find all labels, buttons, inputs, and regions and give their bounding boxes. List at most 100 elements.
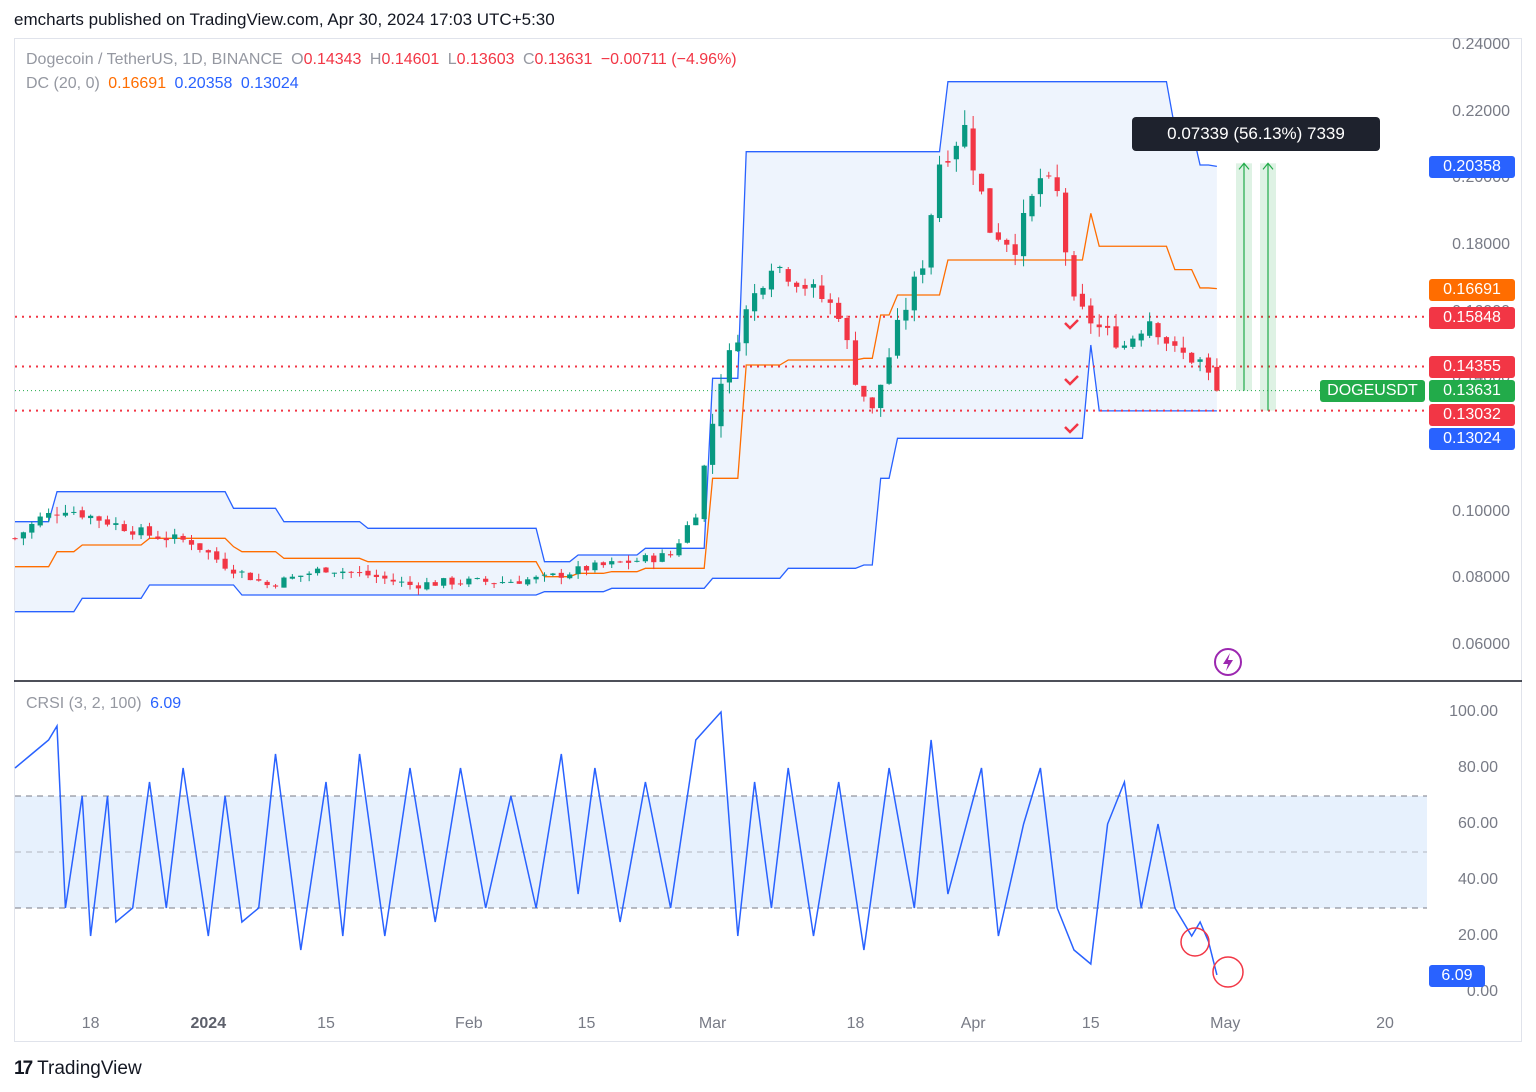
candle-body-101 [861, 385, 867, 397]
donchian-upper-line [15, 81, 1217, 563]
candle-body-103 [878, 384, 884, 409]
candle-body-0 [12, 538, 18, 540]
candle-body-34 [298, 575, 304, 577]
candle-body-25 [222, 558, 228, 569]
candle-body-73 [625, 560, 632, 563]
time-tick: Mar [698, 1015, 727, 1032]
candle-body-133 [1130, 338, 1136, 347]
candle-body-4 [46, 513, 52, 518]
candle-body-50 [432, 582, 438, 586]
candle-body-41 [356, 572, 363, 574]
candle-body-43 [373, 574, 380, 578]
candle-body-135 [1147, 321, 1153, 336]
candle-body-52 [449, 577, 455, 585]
candle-body-93 [794, 282, 800, 287]
candle-body-89 [760, 287, 766, 295]
candle-body-64 [550, 573, 556, 575]
candle-body-139 [1180, 347, 1186, 353]
candle-body-42 [365, 570, 371, 576]
crsi-label[interactable]: CRSI (3, 2, 100) [26, 695, 142, 712]
crsi-tick: 40.00 [1457, 871, 1498, 888]
candle-body-39 [340, 571, 346, 574]
projection-arrowhead-1 [1262, 162, 1274, 170]
tradingview-logo[interactable]: 17 TradingView [14, 1058, 142, 1080]
time-tick: 15 [317, 1015, 335, 1032]
time-tick: May [1210, 1015, 1241, 1032]
candle-body-121 [1029, 195, 1035, 217]
candle-body-58 [499, 582, 506, 584]
candle-body-82 [701, 465, 707, 520]
candle-body-9 [88, 515, 94, 519]
candle-body-143 [1214, 366, 1220, 391]
candle-body-137 [1163, 337, 1170, 344]
candle-body-126 [1071, 255, 1077, 297]
candle-body-125 [1062, 192, 1069, 253]
lower-band-tag: 0.13024 [1429, 428, 1515, 450]
candle-body-90 [768, 270, 775, 290]
donchian-basis-line [15, 213, 1217, 578]
candle-body-92 [785, 269, 791, 282]
symbol-name[interactable]: Dogecoin / TetherUS, 1D, BINANCE [26, 51, 283, 68]
basis-tag: 0.16691 [1429, 279, 1515, 301]
candle-body-46 [399, 581, 405, 583]
candle-body-120 [1020, 212, 1027, 257]
candle-body-20 [180, 535, 186, 540]
candle-body-108 [920, 268, 926, 275]
candle-body-37 [323, 567, 329, 573]
candle-body-45 [390, 579, 396, 582]
candle-body-51 [441, 578, 447, 586]
candle-body-95 [810, 284, 817, 288]
candle-body-80 [684, 525, 690, 543]
crsi-highlight-circle-2 [1212, 956, 1244, 988]
candle-body-78 [667, 554, 674, 556]
candle-body-66 [567, 574, 573, 579]
candle-body-61 [525, 579, 531, 585]
crsi-tick: 60.00 [1457, 815, 1498, 832]
level-mid-tag: 0.14355 [1429, 356, 1515, 378]
candle-body-16 [146, 526, 153, 536]
candle-body-26 [230, 569, 237, 574]
candle-body-124 [1054, 177, 1060, 192]
candle-body-114 [970, 128, 976, 171]
low-value: 0.13603 [456, 51, 515, 68]
candle-body-102 [869, 397, 875, 409]
candle-body-134 [1138, 333, 1144, 341]
candle-body-107 [911, 276, 917, 311]
candle-body-77 [659, 553, 665, 562]
dc-legend: DC (20, 0) 0.16691 0.20358 0.13024 [26, 75, 303, 93]
candle-body-5 [54, 514, 60, 516]
price-tick: 0.24000 [1452, 36, 1510, 53]
candle-body-15 [138, 527, 144, 536]
candle-body-106 [903, 309, 909, 321]
candle-body-60 [516, 581, 522, 584]
candle-body-88 [752, 293, 758, 312]
candle-body-86 [735, 342, 741, 352]
candle-body-115 [978, 173, 985, 192]
symbol-legend: Dogecoin / TetherUS, 1D, BINANCE O0.1434… [26, 51, 741, 69]
candle-body-75 [642, 555, 648, 562]
check-mark-0 [1064, 319, 1079, 330]
candle-body-3 [37, 516, 43, 526]
candle-body-118 [1004, 239, 1010, 245]
candle-body-18 [163, 538, 169, 541]
candle-body-36 [314, 568, 321, 574]
candle-body-65 [558, 572, 564, 578]
candle-body-53 [457, 583, 464, 585]
candle-body-122 [1037, 178, 1043, 195]
dc-label[interactable]: DC (20, 0) [26, 75, 100, 92]
symbol-tag: DOGEUSDT [1320, 380, 1425, 402]
candle-body-83 [709, 423, 716, 465]
candle-body-81 [693, 517, 699, 526]
candle-body-72 [617, 561, 623, 563]
candle-body-27 [239, 571, 245, 573]
candle-body-136 [1155, 323, 1161, 338]
candle-body-47 [407, 581, 413, 585]
candle-body-119 [1012, 244, 1018, 255]
candle-body-84 [718, 383, 724, 427]
candle-body-128 [1088, 305, 1094, 324]
candle-body-13 [121, 524, 127, 532]
candle-body-29 [256, 579, 262, 581]
upper-band-tag: 0.20358 [1429, 156, 1515, 178]
candle-body-132 [1121, 345, 1128, 348]
